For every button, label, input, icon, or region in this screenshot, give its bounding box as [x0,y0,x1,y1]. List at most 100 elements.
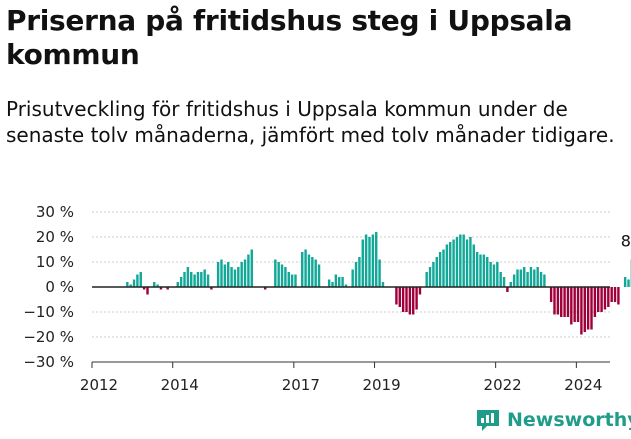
bar [573,287,576,322]
bar [432,262,435,287]
bar [193,274,196,287]
bar [210,287,213,290]
bar [311,257,314,287]
bar [153,282,156,287]
bar [543,274,546,287]
bar [264,287,267,290]
bar [287,272,290,287]
bar [482,254,486,287]
bar [368,237,371,287]
bar [220,259,223,287]
y-tick-label: −20 % [23,328,74,346]
bar [216,262,220,287]
bar [469,237,472,287]
bar [523,267,526,287]
bar [401,287,405,312]
bar [237,267,240,287]
bar [539,272,543,287]
bar [398,287,401,307]
bar [307,254,311,287]
bar [381,282,385,287]
bar [371,234,375,287]
bar [603,287,607,310]
bar [227,262,230,287]
bar [590,287,593,330]
bar [435,257,438,287]
bar [452,239,455,287]
bar [364,234,368,287]
bar [301,252,304,287]
bar [196,272,200,287]
bar [617,287,620,305]
page-subtitle: Prisutveckling för fritidshus i Uppsala … [6,97,615,147]
bar [462,234,465,287]
y-tick-label: 30 % [36,203,74,221]
bar [142,287,146,290]
bar [613,287,617,302]
bar [593,287,597,317]
bar [405,287,408,312]
bar [428,267,432,287]
bar [186,267,190,287]
bar [338,277,341,287]
bar [247,254,250,287]
brand-name: Newsworthy [507,409,631,431]
bar [132,279,136,287]
bar [549,287,553,302]
bar [516,269,519,287]
bar [190,272,193,287]
x-tick-label: 2012 [80,376,118,394]
bar [506,287,509,292]
bar [455,237,459,287]
bar [425,272,428,287]
bar [176,282,179,287]
x-tick-label: 2014 [161,376,199,394]
x-tick-label: 2022 [484,376,522,394]
bar [529,267,533,287]
x-tick-label: 2024 [564,376,602,394]
bar [486,257,489,287]
bar [623,277,627,287]
bar [553,287,556,315]
page-title: Priserna på fritidshus steg i Uppsala ko… [6,4,573,71]
bar [233,269,237,287]
bar [166,287,169,290]
bar [583,287,586,332]
bar [354,262,358,287]
bar [375,232,378,287]
bar [442,249,445,287]
bar [509,282,512,287]
bar [566,287,570,317]
bar [415,287,418,310]
bar [586,287,590,330]
y-tick-label: 10 % [36,253,74,271]
bar [183,272,186,287]
bar [627,279,630,287]
bar [570,287,573,325]
bar [136,274,139,287]
bar [327,279,331,287]
bar [536,267,539,287]
bar [351,269,354,287]
bar [580,287,583,335]
bar [496,262,499,287]
bar [408,287,412,315]
bar [290,274,294,287]
bar [395,287,398,305]
bar [230,267,233,287]
bar [206,274,210,287]
bar [438,252,442,287]
bar [526,272,529,287]
bar [317,264,321,287]
bar [519,269,523,287]
x-tick-label: 2019 [362,376,400,394]
bar [129,284,132,287]
bar [334,274,338,287]
bar [280,264,284,287]
bar [378,259,381,287]
y-tick-label: 20 % [36,228,74,246]
bar [139,272,142,287]
bar [607,287,610,307]
bar [331,282,334,287]
